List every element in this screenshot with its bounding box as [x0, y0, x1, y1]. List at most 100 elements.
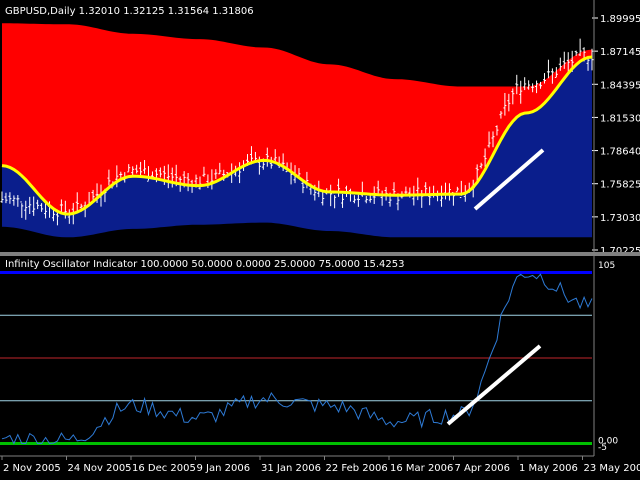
price-bar — [542, 73, 546, 84]
price-bar — [483, 148, 487, 167]
price-bar — [8, 192, 12, 204]
price-bar — [364, 195, 368, 204]
price-bar — [337, 178, 341, 197]
price-tick-label: 1.75825 — [600, 180, 640, 191]
price-bar — [321, 191, 325, 206]
price-bar — [127, 164, 131, 173]
date-tick-label: 31 Jan 2006 — [261, 463, 321, 474]
price-bar — [214, 169, 218, 179]
price-bar — [20, 201, 24, 218]
price-bar — [507, 93, 511, 112]
trend-line-main — [473, 148, 545, 211]
date-tick-label: 16 Dec 2005 — [132, 463, 196, 474]
price-bar — [515, 74, 519, 95]
price-bar — [475, 164, 479, 182]
price-bar — [32, 196, 36, 216]
panel-separator[interactable] — [0, 252, 640, 256]
price-tick-label: 1.73030 — [600, 213, 640, 224]
price-bar — [546, 59, 550, 79]
price-bar — [495, 125, 499, 136]
price-bar — [558, 57, 562, 71]
price-bar — [24, 200, 28, 220]
price-bar — [519, 80, 523, 104]
price-tick-label: 1.70225 — [600, 246, 640, 257]
price-bar — [158, 167, 162, 178]
price-bar — [539, 81, 543, 89]
price-bar — [491, 131, 495, 148]
price-bar — [4, 192, 8, 204]
price-bar — [75, 192, 79, 214]
price-bar — [404, 186, 408, 195]
price-bar — [12, 195, 16, 206]
date-tick-label: 1 May 2006 — [519, 463, 578, 474]
price-bar — [107, 169, 111, 186]
date-tick-label: 22 Feb 2006 — [326, 463, 388, 474]
price-bar — [578, 38, 582, 57]
price-bar — [28, 196, 32, 215]
price-axis: 1.89995 1.87145 1.84395 1.81530 1.78640 1.758… — [592, 14, 640, 257]
price-bar — [531, 83, 535, 93]
price-bar — [143, 160, 147, 174]
lower-band-area — [2, 57, 592, 238]
date-tick-label: 24 Nov 2005 — [68, 463, 132, 474]
price-bar — [166, 164, 170, 189]
price-tick-label: 1.78640 — [600, 147, 640, 158]
price-bar — [499, 111, 503, 119]
price-bar — [202, 166, 206, 177]
oscillator-panel[interactable]: Infinity Oscillator Indicator 100.0000 5… — [0, 259, 618, 453]
price-bar — [535, 80, 539, 94]
price-bar — [527, 80, 531, 90]
date-tick-label: 23 May 2006 — [584, 463, 640, 474]
price-bar — [424, 182, 428, 195]
price-tick-label: 1.81530 — [600, 113, 640, 124]
price-bar — [550, 68, 554, 84]
oscillator-line — [1, 273, 593, 445]
price-bar — [238, 162, 242, 184]
oscillator-axis: 105 0.00-5 — [598, 261, 618, 453]
date-tick-label: 9 Jan 2006 — [197, 463, 251, 474]
price-bar — [301, 181, 305, 194]
price-bar — [135, 164, 139, 174]
price-bar — [566, 52, 570, 74]
price-bar — [16, 195, 20, 207]
oscillator-label: Infinity Oscillator Indicator 100.0000 5… — [5, 259, 404, 270]
price-bar — [341, 193, 345, 208]
date-tick-label: 7 Apr 2006 — [455, 463, 510, 474]
price-bar — [523, 77, 527, 91]
price-bar — [487, 131, 491, 148]
price-bar — [139, 161, 143, 178]
price-bar — [562, 51, 566, 69]
price-bar — [186, 172, 190, 192]
price-bar — [131, 166, 135, 176]
price-bar — [554, 67, 558, 78]
price-bar — [479, 162, 483, 169]
price-bar — [51, 209, 55, 222]
oscillator-tick-label: -5 — [598, 443, 607, 453]
price-bar — [455, 186, 459, 193]
price-bar — [218, 162, 222, 175]
price-bar — [440, 185, 444, 207]
price-bar — [170, 167, 174, 188]
trend-line-oscillator — [446, 344, 542, 426]
oscillator-levels — [0, 271, 592, 445]
price-bar — [115, 165, 119, 188]
price-bar — [511, 88, 515, 105]
date-tick-label: 2 Nov 2005 — [3, 463, 61, 474]
date-tick-label: 16 Mar 2006 — [390, 463, 453, 474]
price-bar — [91, 189, 95, 200]
price-bar — [392, 182, 396, 196]
price-tick-label: 1.89995 — [600, 14, 640, 25]
price-tick-label: 1.84395 — [600, 80, 640, 91]
price-panel[interactable]: GBPUSD,Daily 1.32010 1.32125 1.31564 1.3… — [0, 6, 640, 257]
price-bar — [356, 194, 360, 207]
price-bar — [0, 191, 4, 203]
oscillator-tick-label: 105 — [598, 261, 615, 271]
date-axis: 2 Nov 2005 24 Nov 2005 16 Dec 2005 9 Jan 20… — [1, 456, 640, 474]
price-bar — [265, 147, 269, 167]
oscillator-tick-label: 0.00 — [598, 436, 618, 446]
price-bar — [59, 199, 63, 212]
upper-band-area — [2, 23, 592, 215]
moving-average-line — [1, 55, 593, 216]
